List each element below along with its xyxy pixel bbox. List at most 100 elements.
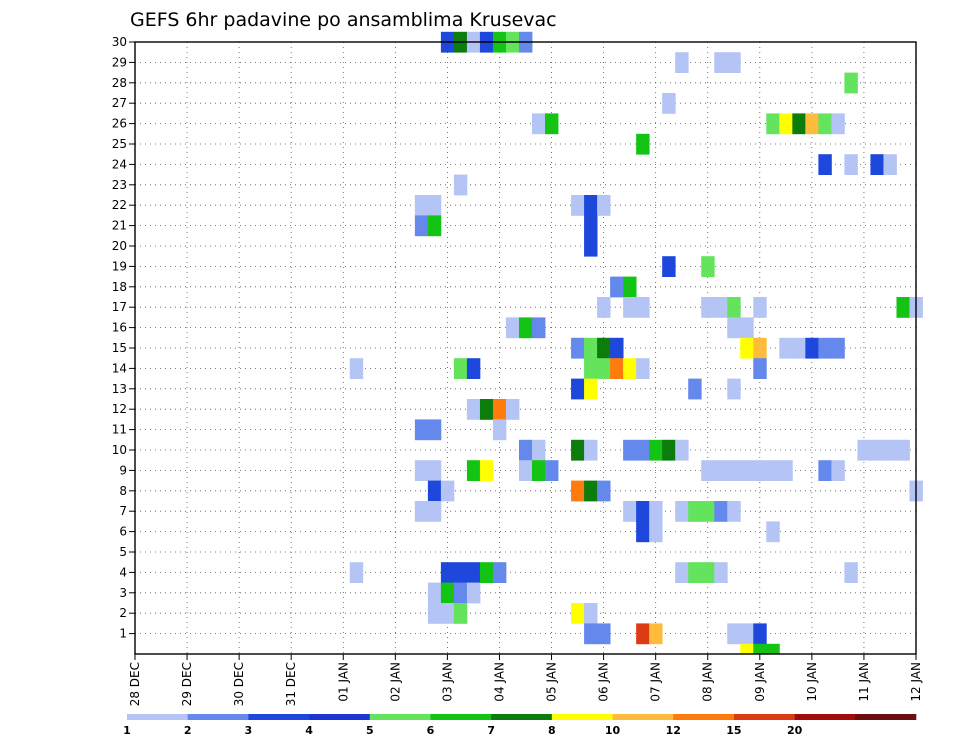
y-tick-label: 2 [119, 606, 127, 620]
precip-cell [896, 439, 910, 461]
precip-cell [870, 439, 884, 461]
precip-cell [883, 154, 897, 175]
precip-cell [740, 317, 754, 339]
precip-cell [545, 113, 559, 135]
precip-cell [532, 317, 546, 339]
precip-cell [675, 501, 689, 522]
y-tick-label: 11 [112, 423, 127, 437]
precip-cell [636, 297, 650, 318]
precip-cell [518, 317, 533, 339]
precip-cell [597, 337, 611, 359]
precip-cell [753, 623, 767, 645]
precip-cell [779, 460, 793, 481]
precip-cell [453, 358, 468, 379]
precip-cell [492, 562, 507, 583]
legend-swatch [733, 714, 795, 720]
precip-cell [636, 358, 650, 379]
precip-cell [844, 72, 858, 94]
precip-cell [466, 399, 481, 420]
precip-cell [505, 399, 520, 420]
legend-label: 2 [184, 724, 192, 737]
precip-cell [831, 460, 845, 481]
x-tick-label: 10 JAN [805, 662, 819, 702]
precip-cell [610, 358, 624, 379]
precip-cell [727, 501, 741, 522]
precip-cell [792, 337, 806, 359]
legend-swatch [187, 714, 249, 720]
precip-cell [727, 317, 741, 339]
precip-cell [453, 603, 468, 624]
y-tick-label: 3 [119, 586, 127, 600]
precip-cell [714, 460, 728, 481]
precip-cell [870, 154, 884, 175]
precip-cell [505, 317, 520, 339]
precip-cell [636, 521, 650, 543]
x-tick-label: 08 JAN [701, 662, 715, 702]
precip-cell [597, 297, 611, 318]
y-tick-label: 6 [119, 525, 127, 539]
legend-label: 6 [427, 724, 435, 737]
precip-cell [766, 521, 780, 543]
precip-cell [831, 337, 845, 359]
y-tick-label: 21 [112, 219, 127, 233]
precip-cell [571, 439, 585, 461]
y-tick-label: 7 [119, 504, 127, 518]
precip-cell [714, 501, 728, 522]
precip-cell [740, 337, 754, 359]
legend-swatch [430, 714, 492, 720]
precip-cell [662, 256, 676, 277]
x-tick-label: 04 JAN [492, 662, 506, 702]
x-tick-label: 01 JAN [336, 662, 350, 702]
x-tick-label: 06 JAN [597, 662, 611, 702]
precip-cell [597, 195, 611, 216]
x-tick-label: 09 JAN [753, 662, 767, 702]
precip-cell [714, 297, 728, 318]
y-tick-label: 5 [119, 545, 127, 559]
precip-cell [779, 337, 793, 359]
precip-cell [701, 297, 715, 318]
legend-label: 3 [245, 724, 253, 737]
precip-cell [753, 643, 767, 655]
precip-cell [427, 501, 442, 522]
y-tick-label: 28 [112, 76, 127, 90]
precip-cell [623, 276, 637, 298]
precip-cell [701, 501, 715, 522]
precip-cell [714, 562, 728, 583]
precip-cell [571, 195, 585, 216]
precip-cell [701, 256, 715, 277]
color-legend: 1 2 3 4 5 6 7 8 10 12 15 20 [123, 714, 917, 737]
precip-cell [453, 174, 468, 196]
precip-cell [427, 582, 442, 604]
legend-swatch [127, 714, 188, 720]
precip-cell [466, 582, 481, 604]
legend-label: 12 [666, 724, 681, 737]
y-tick-label: 29 [112, 55, 127, 69]
precip-cell [740, 623, 754, 645]
precip-cell [453, 582, 468, 604]
precip-cell [584, 358, 598, 379]
y-tick-label: 19 [112, 259, 127, 273]
legend-swatch [855, 714, 917, 720]
precip-cell [727, 623, 741, 645]
precip-cell [727, 52, 741, 73]
precip-cell [571, 337, 585, 359]
precip-cell [440, 603, 455, 624]
precip-cell [636, 133, 650, 155]
y-tick-label: 13 [112, 382, 127, 396]
precip-cell [453, 562, 468, 583]
y-tick-label: 24 [112, 157, 127, 171]
precip-cell [597, 358, 611, 379]
precip-cell [636, 501, 650, 522]
precip-cell [427, 603, 442, 624]
precip-cell [896, 297, 910, 318]
precip-cell [414, 195, 429, 216]
y-tick-label: 1 [119, 627, 127, 641]
precip-cell [466, 562, 481, 583]
x-tick-label: 12 JAN [909, 662, 923, 702]
precip-cell [532, 113, 546, 135]
y-tick-label: 16 [112, 321, 127, 335]
precip-cell [414, 215, 429, 237]
precip-cell [688, 562, 702, 583]
precip-cell [753, 297, 767, 318]
